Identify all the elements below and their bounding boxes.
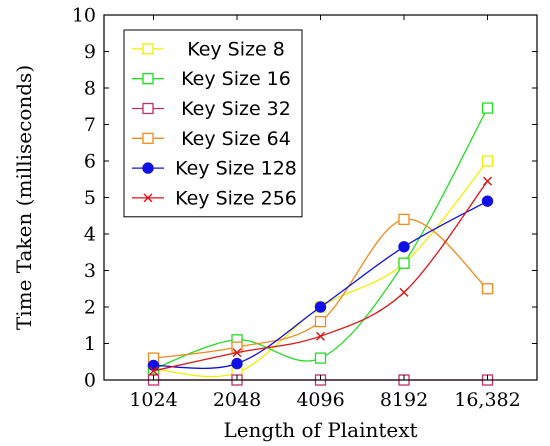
data-point-key-size-256	[483, 176, 492, 186]
series-key-size-256	[149, 176, 492, 376]
y-tick-label: 10	[72, 5, 96, 27]
axis-ticks: 0 1 2 3 4 5 6 7 8 9 10 1024 2048 4096 8192 16,382	[72, 5, 537, 411]
data-point-key-size-128	[314, 301, 327, 313]
data-point-key-size-64	[314, 315, 327, 328]
x-tick-label: 2048	[213, 389, 261, 411]
legend-entry-key-size-128: Key Size 128	[132, 158, 297, 180]
legend-box	[123, 29, 303, 218]
legend-swatch-marker	[142, 73, 154, 85]
data-point-key-size-16	[314, 352, 327, 364]
data-point-key-size-256	[399, 287, 409, 297]
data-point-key-size-64	[231, 341, 243, 353]
data-point-key-size-128	[398, 241, 410, 253]
y-tick-label: 6	[84, 151, 96, 173]
y-tick-label: 5	[84, 187, 96, 209]
y-tick-label: 8	[84, 78, 96, 100]
legend-swatch-marker	[142, 102, 154, 115]
legend-entry-key-size-256: Key Size 256	[132, 187, 297, 209]
series-key-size-128	[147, 195, 494, 372]
legend-label: Key Size 64	[181, 128, 291, 150]
legend-label: Key Size 256	[175, 187, 297, 209]
data-point-key-size-128	[481, 195, 494, 207]
legend: Key Size 8 Key Size 16 Key Size 32 Key Size…	[123, 29, 303, 218]
legend-entry-key-size-8: Key Size 8	[132, 38, 285, 60]
y-tick-label: 2	[84, 297, 96, 319]
y-tick-label: 1	[84, 333, 96, 355]
data-point-key-size-128	[147, 359, 160, 372]
series-line-key-size-64	[153, 218, 488, 359]
x-tick-label: 8192	[380, 389, 428, 411]
legend-label: Key Size 128	[175, 158, 297, 180]
x-axis-label: Length of Plaintext	[223, 418, 417, 442]
y-tick-label: 9	[84, 41, 96, 63]
data-point-key-size-64	[398, 213, 410, 226]
legend-entry-key-size-32: Key Size 32	[132, 98, 291, 120]
legend-swatch-marker	[143, 193, 153, 203]
legend-label: Key Size 16	[181, 68, 291, 90]
legend-swatch-marker	[142, 43, 154, 55]
legend-entry-key-size-16: Key Size 16	[132, 68, 291, 90]
data-point-key-size-256	[232, 348, 242, 358]
series-key-size-64	[147, 213, 494, 364]
y-tick-label: 3	[84, 260, 96, 282]
legend-swatch-marker	[142, 132, 154, 144]
data-point-key-size-64	[481, 283, 494, 295]
y-tick-label: 7	[84, 114, 96, 136]
y-tick-label: 0	[84, 370, 96, 392]
data-point-key-size-256	[316, 331, 325, 341]
x-tick-label: 16,382	[454, 389, 520, 411]
data-point-key-size-8	[481, 155, 494, 167]
legend-swatch-marker	[142, 162, 154, 174]
x-tick-label: 1024	[129, 389, 177, 411]
legend-label: Key Size 8	[187, 38, 285, 60]
legend-entry-key-size-64: Key Size 64	[132, 128, 291, 150]
y-tick-label: 4	[84, 224, 96, 246]
series-line-key-size-16	[153, 107, 489, 370]
data-point-key-size-256	[149, 366, 158, 376]
series-layer	[147, 102, 494, 386]
x-tick-label: 4096	[296, 389, 344, 411]
y-axis-label: Time Taken (milliseconds)	[12, 65, 36, 330]
data-point-key-size-16	[481, 102, 494, 114]
data-point-key-size-16	[398, 257, 410, 269]
legend-label: Key Size 32	[181, 98, 291, 120]
data-point-key-size-128	[231, 357, 243, 370]
